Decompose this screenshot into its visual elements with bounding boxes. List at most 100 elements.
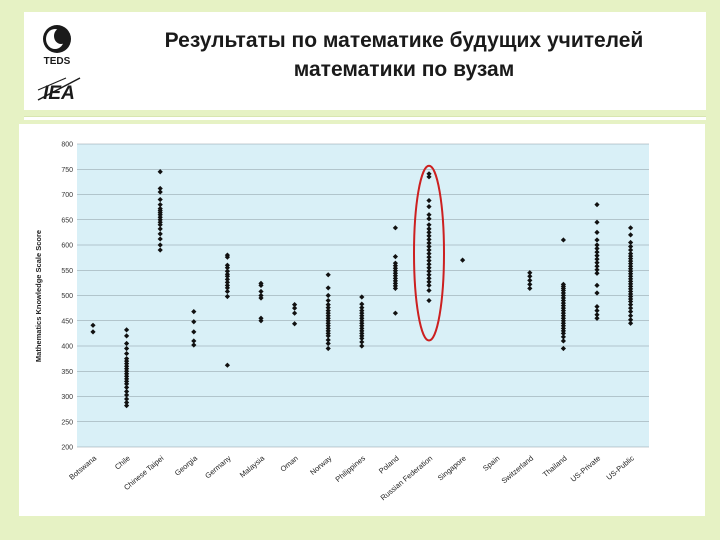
data-point xyxy=(392,310,398,316)
y-tick-label: 250 xyxy=(61,419,73,426)
data-point xyxy=(594,249,600,255)
data-point xyxy=(426,204,432,210)
data-point xyxy=(191,342,197,348)
y-tick-label: 550 xyxy=(61,268,73,275)
data-point xyxy=(124,381,130,387)
teds-logo-text: TEDS xyxy=(44,56,71,66)
y-tick-label: 200 xyxy=(61,445,73,452)
data-point xyxy=(157,226,163,232)
data-point xyxy=(157,242,163,248)
data-point xyxy=(594,253,600,259)
y-tick-label: 450 xyxy=(61,318,73,325)
data-point xyxy=(628,239,634,246)
data-point xyxy=(426,243,432,250)
data-point xyxy=(124,350,130,357)
x-tick-label: Georgia xyxy=(173,453,200,478)
data-point xyxy=(594,312,600,318)
data-point xyxy=(594,219,600,225)
data-point xyxy=(157,247,163,253)
data-point xyxy=(527,281,533,287)
data-point xyxy=(527,285,533,292)
data-point xyxy=(426,261,432,267)
data-point xyxy=(628,298,634,305)
data-point xyxy=(460,257,466,263)
teds-logo: TEDS xyxy=(43,25,71,66)
x-tick-label: Singapore xyxy=(436,454,468,483)
y-tick-label: 600 xyxy=(61,243,73,250)
slide-header: TEDS IEA Результаты по математике будущи… xyxy=(24,12,706,110)
data-point xyxy=(426,174,432,180)
y-tick-label: 400 xyxy=(61,344,73,351)
data-point xyxy=(426,236,432,243)
x-tick-label: Spain xyxy=(481,454,501,473)
data-point xyxy=(594,304,600,310)
data-point xyxy=(426,240,432,246)
data-point xyxy=(628,247,634,253)
data-point xyxy=(628,305,634,311)
data-point xyxy=(191,319,197,325)
data-point xyxy=(560,338,566,344)
data-point xyxy=(426,222,432,228)
data-point xyxy=(426,226,432,232)
data-point xyxy=(258,288,264,295)
x-tick-label: Malaysia xyxy=(238,453,267,479)
data-point xyxy=(594,237,600,243)
data-point xyxy=(426,197,432,204)
y-tick-label: 700 xyxy=(61,192,73,199)
data-point xyxy=(560,237,566,243)
x-tick-label: US-Public xyxy=(605,453,637,481)
data-point xyxy=(426,216,432,222)
data-point xyxy=(594,245,600,252)
data-point xyxy=(124,388,130,395)
y-tick-label: 800 xyxy=(61,142,73,149)
x-tick-label: Poland xyxy=(377,454,401,476)
iea-logo: IEA xyxy=(36,76,82,102)
scatter-chart: 200250300350400450500550600650700750800 … xyxy=(34,142,649,502)
slide-title: Результаты по математике будущих учителе… xyxy=(114,26,694,84)
data-point xyxy=(628,313,634,319)
chart-panel: 200 250 300 350 400 450 500 550 600 650 700 750 800 … xyxy=(19,124,705,516)
data-point xyxy=(594,202,600,208)
x-tick-label: US-Private xyxy=(569,454,603,484)
iea-logo-text: IEA xyxy=(43,83,75,102)
data-point xyxy=(258,282,264,288)
x-tick-label: Botswana xyxy=(67,453,99,482)
x-tick-label: Philippines xyxy=(334,453,368,483)
data-point xyxy=(359,335,365,342)
data-point xyxy=(325,337,331,343)
x-tick-label: Switzerland xyxy=(500,454,535,486)
data-point xyxy=(392,225,398,231)
data-point xyxy=(191,338,197,344)
y-tick-label: 350 xyxy=(61,369,73,376)
y-tick-label: 750 xyxy=(61,167,73,174)
data-point xyxy=(292,310,298,316)
data-point xyxy=(157,169,163,175)
data-point xyxy=(292,321,298,327)
data-point xyxy=(157,202,163,208)
data-point xyxy=(325,297,331,304)
y-tick-label: 300 xyxy=(61,394,73,401)
data-point xyxy=(325,305,331,311)
x-tick-label: Norway xyxy=(308,453,333,476)
data-point xyxy=(426,233,432,239)
data-point xyxy=(157,236,163,242)
data-point xyxy=(292,305,298,311)
data-point xyxy=(426,287,432,294)
y-tick-label: 500 xyxy=(61,293,73,300)
data-point xyxy=(224,293,230,300)
data-point xyxy=(124,392,130,398)
data-point xyxy=(124,402,130,409)
data-point xyxy=(191,329,197,335)
slide-title-line1: Результаты по математике будущих учителе… xyxy=(164,29,644,52)
data-point xyxy=(292,301,298,308)
data-point xyxy=(426,212,432,218)
highlight-ellipse xyxy=(413,164,445,342)
data-point xyxy=(594,260,600,266)
data-point xyxy=(124,396,130,402)
data-point xyxy=(426,297,432,304)
data-point xyxy=(560,330,566,336)
data-point xyxy=(426,279,432,285)
data-point xyxy=(157,189,163,195)
data-point xyxy=(124,384,130,391)
data-point xyxy=(157,196,163,203)
